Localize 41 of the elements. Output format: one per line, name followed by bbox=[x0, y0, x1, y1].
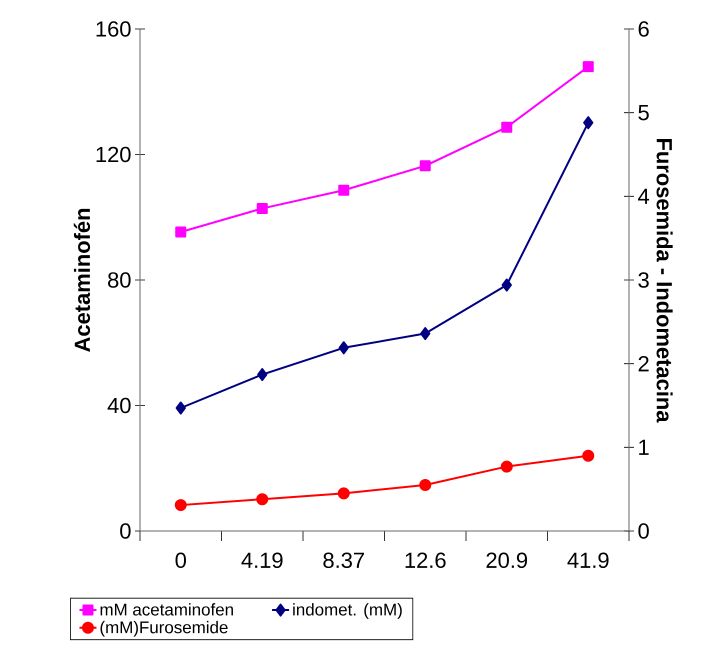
point bbox=[420, 327, 430, 340]
y-tick-label: 80 bbox=[108, 272, 131, 288]
x-tick-label: 0 bbox=[176, 552, 186, 568]
y-tick-label: 0 bbox=[120, 523, 131, 539]
point bbox=[176, 402, 186, 415]
point bbox=[338, 184, 350, 196]
y-tick-label: 120 bbox=[96, 146, 131, 162]
point bbox=[582, 61, 594, 72]
point bbox=[338, 487, 350, 500]
point bbox=[420, 160, 431, 172]
x-tick-label: 8.37 bbox=[323, 552, 364, 568]
y-tick-label: 160 bbox=[96, 21, 131, 37]
point bbox=[338, 341, 349, 354]
legend-label: (mM)Furosemide bbox=[100, 620, 228, 637]
x-tick-label: 20.9 bbox=[486, 552, 528, 568]
legend-label: mM acetaminofen bbox=[100, 603, 233, 616]
point bbox=[174, 499, 187, 512]
point bbox=[175, 226, 186, 238]
legend-label: indomet. (mM) bbox=[293, 603, 402, 619]
y2-tick-label: 6 bbox=[638, 21, 649, 37]
y2-tick-label: 5 bbox=[638, 105, 649, 120]
point bbox=[256, 202, 268, 214]
y2-tick-label: 3 bbox=[638, 272, 649, 288]
y2-tick-label: 2 bbox=[638, 356, 649, 372]
x-tick-label: 4.19 bbox=[241, 552, 283, 568]
point bbox=[500, 460, 513, 473]
y2-tick-label: 0 bbox=[638, 523, 649, 539]
point bbox=[582, 450, 594, 462]
y-axis-title: Acetaminofén bbox=[74, 208, 90, 352]
point bbox=[419, 478, 432, 491]
x-tick-label: 41.9 bbox=[567, 552, 609, 568]
y-tick-label: 40 bbox=[108, 398, 131, 414]
point bbox=[501, 122, 512, 133]
y2-tick-label: 1 bbox=[639, 440, 649, 455]
point bbox=[583, 116, 594, 130]
x-tick-label: 12.6 bbox=[406, 552, 446, 568]
point bbox=[502, 278, 512, 292]
point bbox=[256, 493, 268, 506]
y2-tick-label: 4 bbox=[638, 188, 650, 204]
y2-axis-title: Furosemida - Indometacina bbox=[656, 138, 673, 423]
point bbox=[257, 368, 268, 382]
